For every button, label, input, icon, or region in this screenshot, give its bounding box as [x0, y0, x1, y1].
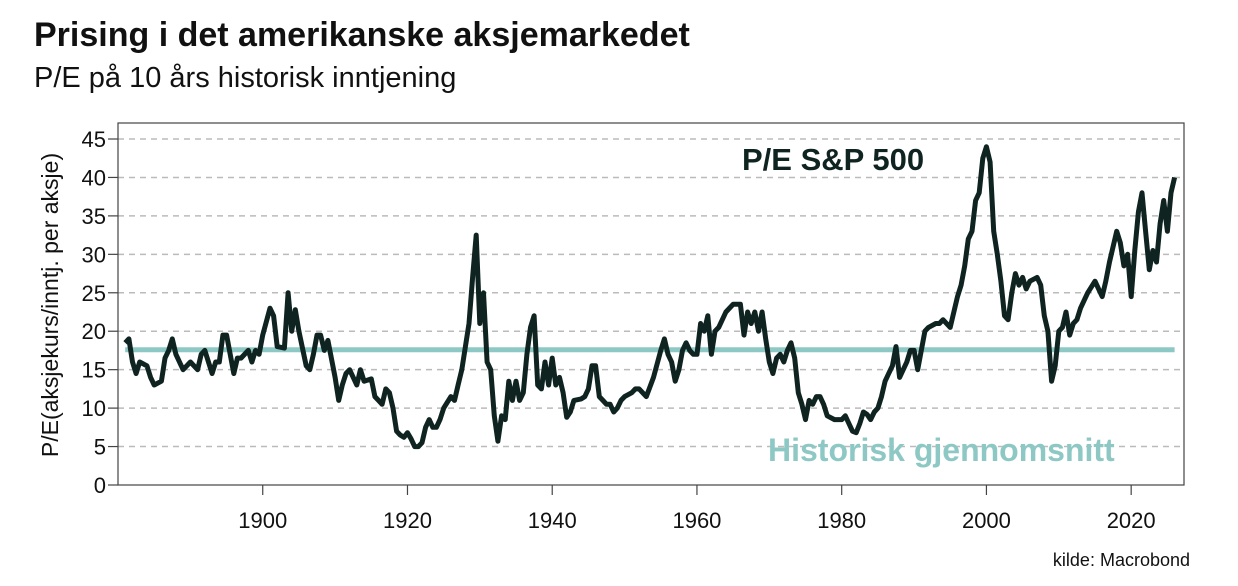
y-tick-label: 5 [94, 435, 106, 460]
chart-title: Prising i det amerikanske aksjemarkedet [34, 16, 690, 54]
y-tick-label: 45 [82, 127, 106, 152]
y-tick-label: 35 [82, 204, 106, 229]
x-tick-label: 2000 [962, 508, 1011, 533]
x-tick-label: 1980 [817, 508, 866, 533]
x-tick-label: 1900 [238, 508, 287, 533]
x-tick-label: 1960 [672, 508, 721, 533]
x-tick-label: 2020 [1107, 508, 1156, 533]
source-note: kilde: Macrobond [1053, 550, 1190, 570]
y-tick-label: 30 [82, 242, 106, 267]
y-tick-label: 15 [82, 358, 106, 383]
y-tick-label: 0 [94, 473, 106, 498]
plot-frame [117, 122, 1185, 486]
y-axis-title: P/E(aksjekurs/inntj. per aksje) [37, 153, 63, 457]
x-tick-label: 1940 [528, 508, 577, 533]
x-tick-label: 1920 [383, 508, 432, 533]
pe-line [123, 144, 1178, 450]
y-tick-label: 25 [82, 281, 106, 306]
series-label-pe: P/E S&P 500 [742, 142, 924, 177]
y-tick-label: 10 [82, 396, 106, 421]
y-tick-label: 40 [82, 165, 106, 190]
series-label-mean: Historisk gjennomsnitt [768, 432, 1115, 468]
y-tick-label: 20 [82, 319, 106, 344]
chart-subtitle: P/E på 10 års historisk inntjening [34, 62, 457, 94]
